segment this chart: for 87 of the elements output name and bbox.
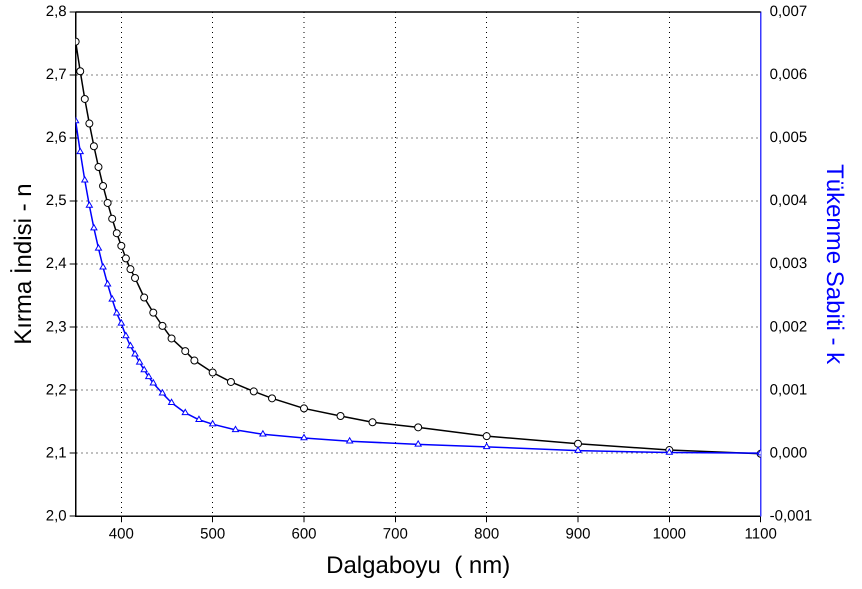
point: [94, 163, 102, 172]
point: [131, 350, 139, 356]
y2-axis-title: Tükenme Sabiti - k: [820, 164, 848, 366]
point: [118, 319, 125, 326]
point: [90, 142, 98, 150]
point: [126, 265, 134, 274]
x-tick-label: 600: [291, 525, 317, 542]
point: [100, 263, 107, 270]
point: [90, 224, 98, 230]
point: [268, 394, 276, 402]
point: [122, 254, 130, 262]
y2-tick-label: 0,001: [770, 381, 808, 398]
point: [94, 244, 102, 251]
point: [250, 387, 258, 396]
point: [368, 418, 376, 426]
point: [158, 322, 166, 330]
point: [232, 426, 240, 432]
point: [104, 280, 112, 287]
y2-tick-label: 0,002: [770, 318, 808, 336]
y-tick-label: 2,7: [46, 66, 67, 84]
point: [136, 358, 144, 365]
point: [80, 94, 89, 103]
point: [414, 440, 422, 447]
point: [346, 437, 354, 444]
point: [209, 420, 216, 426]
x-tick-label: 900: [565, 525, 591, 542]
y2-tick-label: 0,006: [770, 66, 808, 84]
point: [131, 274, 140, 282]
point: [113, 309, 120, 316]
point: [104, 198, 112, 207]
point: [208, 368, 217, 377]
y2-tick-label: 0,003: [770, 255, 808, 272]
point: [482, 432, 491, 440]
y-tick-label: 2,1: [46, 444, 67, 462]
x-tick-label: 400: [108, 525, 134, 542]
y-tick-label: 2,6: [46, 129, 67, 146]
y-tick-label: 2,4: [46, 255, 67, 272]
y2-tick-label: -0,001: [770, 507, 812, 524]
y-tick-label: 2,5: [46, 192, 67, 210]
point: [336, 412, 345, 420]
y-tick-label: 2,8: [46, 3, 67, 20]
point: [158, 389, 166, 396]
point: [483, 442, 490, 450]
point: [414, 423, 422, 432]
x-axis-title: Dalgaboyu ( nm): [326, 552, 510, 580]
point: [300, 434, 308, 440]
y-axis-title: Kırma İndisi - n: [10, 183, 38, 345]
point: [85, 120, 94, 128]
point: [168, 398, 176, 406]
y2-tick-label: 0,005: [770, 129, 808, 146]
point: [140, 366, 148, 372]
x-tick-label: 1000: [652, 525, 686, 542]
point: [168, 334, 176, 342]
point: [108, 295, 116, 302]
point: [81, 176, 88, 183]
point: [574, 446, 582, 453]
y2-tick-label: 0,004: [770, 192, 808, 210]
point: [117, 242, 126, 250]
point: [181, 347, 190, 356]
point: [259, 430, 266, 437]
point: [574, 440, 582, 448]
point: [86, 201, 93, 208]
point: [149, 308, 158, 317]
point: [195, 416, 202, 422]
y-tick-label: 2,2: [46, 381, 67, 398]
y2-tick-label: 0,000: [770, 444, 808, 462]
point: [112, 229, 121, 238]
point: [190, 356, 198, 365]
point: [666, 448, 673, 455]
x-tick-label: 500: [200, 525, 226, 542]
point: [182, 408, 189, 416]
x-tick-label: 1100: [744, 525, 777, 542]
point: [150, 379, 157, 386]
point: [145, 372, 152, 380]
x-tick-label: 800: [474, 525, 500, 542]
y-tick-label: 2,3: [46, 318, 67, 336]
y-tick-label: 2,0: [46, 507, 67, 524]
point: [140, 294, 148, 302]
point: [122, 332, 130, 338]
point: [108, 214, 116, 223]
point: [76, 67, 84, 76]
point: [126, 342, 134, 348]
x-tick-label: 700: [382, 525, 408, 542]
y2-tick-label: 0,007: [770, 3, 808, 20]
point: [226, 378, 235, 386]
point: [99, 182, 108, 190]
point: [300, 404, 308, 412]
